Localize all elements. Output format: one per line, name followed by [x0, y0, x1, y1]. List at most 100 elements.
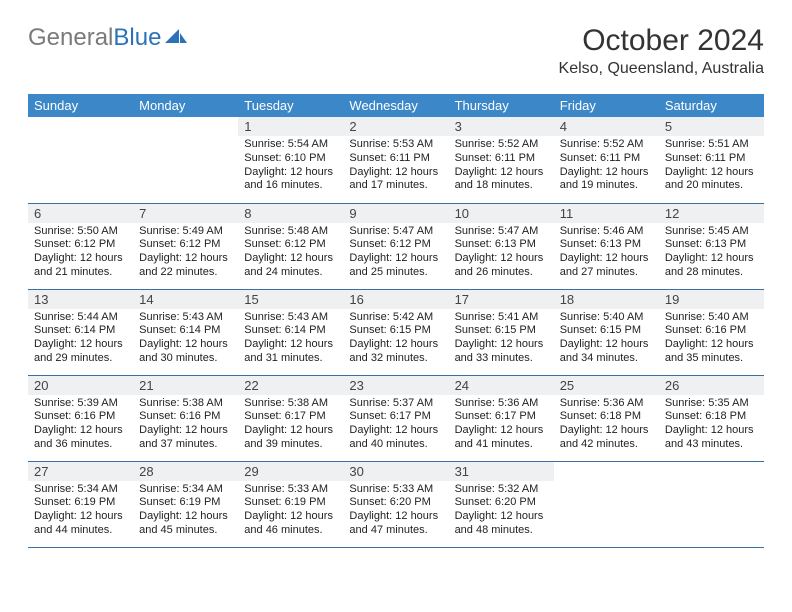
calendar-body: 1Sunrise: 5:54 AMSunset: 6:10 PMDaylight… [28, 117, 764, 547]
day-body: Sunrise: 5:52 AMSunset: 6:11 PMDaylight:… [449, 136, 554, 197]
calendar-head: SundayMondayTuesdayWednesdayThursdayFrid… [28, 94, 764, 117]
day-body: Sunrise: 5:47 AMSunset: 6:13 PMDaylight:… [449, 223, 554, 284]
day-number: 17 [449, 290, 554, 309]
day-body: Sunrise: 5:32 AMSunset: 6:20 PMDaylight:… [449, 481, 554, 542]
day-body: Sunrise: 5:51 AMSunset: 6:11 PMDaylight:… [659, 136, 764, 197]
calendar-table: SundayMondayTuesdayWednesdayThursdayFrid… [28, 94, 764, 548]
calendar-cell: 23Sunrise: 5:37 AMSunset: 6:17 PMDayligh… [343, 375, 448, 461]
day-number: 1 [238, 117, 343, 136]
calendar-cell [554, 461, 659, 547]
day-header: Thursday [449, 94, 554, 117]
calendar-cell: 31Sunrise: 5:32 AMSunset: 6:20 PMDayligh… [449, 461, 554, 547]
day-body: Sunrise: 5:36 AMSunset: 6:18 PMDaylight:… [554, 395, 659, 456]
day-number: 31 [449, 462, 554, 481]
day-body: Sunrise: 5:33 AMSunset: 6:20 PMDaylight:… [343, 481, 448, 542]
calendar-cell: 16Sunrise: 5:42 AMSunset: 6:15 PMDayligh… [343, 289, 448, 375]
calendar-cell: 14Sunrise: 5:43 AMSunset: 6:14 PMDayligh… [133, 289, 238, 375]
calendar-cell: 21Sunrise: 5:38 AMSunset: 6:16 PMDayligh… [133, 375, 238, 461]
day-header: Friday [554, 94, 659, 117]
title-block: October 2024 Kelso, Queensland, Australi… [559, 24, 764, 78]
calendar-cell: 18Sunrise: 5:40 AMSunset: 6:15 PMDayligh… [554, 289, 659, 375]
day-number: 18 [554, 290, 659, 309]
day-number: 19 [659, 290, 764, 309]
calendar-row: 13Sunrise: 5:44 AMSunset: 6:14 PMDayligh… [28, 289, 764, 375]
day-number: 4 [554, 117, 659, 136]
calendar-cell: 26Sunrise: 5:35 AMSunset: 6:18 PMDayligh… [659, 375, 764, 461]
day-number: 26 [659, 376, 764, 395]
day-header: Saturday [659, 94, 764, 117]
day-body: Sunrise: 5:34 AMSunset: 6:19 PMDaylight:… [133, 481, 238, 542]
calendar-cell [28, 117, 133, 203]
day-number: 2 [343, 117, 448, 136]
page-title: October 2024 [559, 24, 764, 58]
calendar-row: 27Sunrise: 5:34 AMSunset: 6:19 PMDayligh… [28, 461, 764, 547]
day-header: Sunday [28, 94, 133, 117]
day-number: 30 [343, 462, 448, 481]
calendar-cell: 19Sunrise: 5:40 AMSunset: 6:16 PMDayligh… [659, 289, 764, 375]
day-header: Tuesday [238, 94, 343, 117]
calendar-cell: 15Sunrise: 5:43 AMSunset: 6:14 PMDayligh… [238, 289, 343, 375]
calendar-cell: 6Sunrise: 5:50 AMSunset: 6:12 PMDaylight… [28, 203, 133, 289]
calendar-cell [133, 117, 238, 203]
day-body: Sunrise: 5:37 AMSunset: 6:17 PMDaylight:… [343, 395, 448, 456]
day-number: 11 [554, 204, 659, 223]
brand-part2: Blue [113, 24, 161, 52]
day-number: 3 [449, 117, 554, 136]
day-body: Sunrise: 5:53 AMSunset: 6:11 PMDaylight:… [343, 136, 448, 197]
day-number: 25 [554, 376, 659, 395]
calendar-cell [659, 461, 764, 547]
day-header: Monday [133, 94, 238, 117]
day-number: 23 [343, 376, 448, 395]
day-body: Sunrise: 5:40 AMSunset: 6:15 PMDaylight:… [554, 309, 659, 370]
calendar-cell: 10Sunrise: 5:47 AMSunset: 6:13 PMDayligh… [449, 203, 554, 289]
day-body: Sunrise: 5:52 AMSunset: 6:11 PMDaylight:… [554, 136, 659, 197]
calendar-cell: 4Sunrise: 5:52 AMSunset: 6:11 PMDaylight… [554, 117, 659, 203]
day-number: 15 [238, 290, 343, 309]
day-number: 12 [659, 204, 764, 223]
calendar-cell: 3Sunrise: 5:52 AMSunset: 6:11 PMDaylight… [449, 117, 554, 203]
day-body: Sunrise: 5:50 AMSunset: 6:12 PMDaylight:… [28, 223, 133, 284]
calendar-cell: 25Sunrise: 5:36 AMSunset: 6:18 PMDayligh… [554, 375, 659, 461]
page-header: GeneralBlue October 2024 Kelso, Queensla… [28, 24, 764, 78]
day-body: Sunrise: 5:44 AMSunset: 6:14 PMDaylight:… [28, 309, 133, 370]
day-body: Sunrise: 5:49 AMSunset: 6:12 PMDaylight:… [133, 223, 238, 284]
day-header: Wednesday [343, 94, 448, 117]
day-body: Sunrise: 5:36 AMSunset: 6:17 PMDaylight:… [449, 395, 554, 456]
calendar-cell: 17Sunrise: 5:41 AMSunset: 6:15 PMDayligh… [449, 289, 554, 375]
day-number: 20 [28, 376, 133, 395]
calendar-cell: 8Sunrise: 5:48 AMSunset: 6:12 PMDaylight… [238, 203, 343, 289]
day-body: Sunrise: 5:33 AMSunset: 6:19 PMDaylight:… [238, 481, 343, 542]
day-body: Sunrise: 5:42 AMSunset: 6:15 PMDaylight:… [343, 309, 448, 370]
calendar-row: 20Sunrise: 5:39 AMSunset: 6:16 PMDayligh… [28, 375, 764, 461]
day-body: Sunrise: 5:34 AMSunset: 6:19 PMDaylight:… [28, 481, 133, 542]
day-number: 28 [133, 462, 238, 481]
day-body: Sunrise: 5:35 AMSunset: 6:18 PMDaylight:… [659, 395, 764, 456]
calendar-cell: 7Sunrise: 5:49 AMSunset: 6:12 PMDaylight… [133, 203, 238, 289]
calendar-row: 1Sunrise: 5:54 AMSunset: 6:10 PMDaylight… [28, 117, 764, 203]
day-body: Sunrise: 5:54 AMSunset: 6:10 PMDaylight:… [238, 136, 343, 197]
day-number: 9 [343, 204, 448, 223]
brand-part1: General [28, 24, 113, 52]
day-number: 16 [343, 290, 448, 309]
day-body: Sunrise: 5:38 AMSunset: 6:16 PMDaylight:… [133, 395, 238, 456]
logo-sail-icon [165, 24, 187, 52]
day-number: 29 [238, 462, 343, 481]
calendar-row: 6Sunrise: 5:50 AMSunset: 6:12 PMDaylight… [28, 203, 764, 289]
day-body: Sunrise: 5:45 AMSunset: 6:13 PMDaylight:… [659, 223, 764, 284]
day-number: 13 [28, 290, 133, 309]
day-number: 5 [659, 117, 764, 136]
calendar-cell: 12Sunrise: 5:45 AMSunset: 6:13 PMDayligh… [659, 203, 764, 289]
calendar-cell: 9Sunrise: 5:47 AMSunset: 6:12 PMDaylight… [343, 203, 448, 289]
day-body: Sunrise: 5:41 AMSunset: 6:15 PMDaylight:… [449, 309, 554, 370]
day-body: Sunrise: 5:40 AMSunset: 6:16 PMDaylight:… [659, 309, 764, 370]
day-body: Sunrise: 5:46 AMSunset: 6:13 PMDaylight:… [554, 223, 659, 284]
calendar-cell: 2Sunrise: 5:53 AMSunset: 6:11 PMDaylight… [343, 117, 448, 203]
day-body: Sunrise: 5:47 AMSunset: 6:12 PMDaylight:… [343, 223, 448, 284]
day-number: 8 [238, 204, 343, 223]
day-number: 21 [133, 376, 238, 395]
calendar-cell: 28Sunrise: 5:34 AMSunset: 6:19 PMDayligh… [133, 461, 238, 547]
day-number: 7 [133, 204, 238, 223]
day-number: 6 [28, 204, 133, 223]
calendar-cell: 30Sunrise: 5:33 AMSunset: 6:20 PMDayligh… [343, 461, 448, 547]
day-body: Sunrise: 5:43 AMSunset: 6:14 PMDaylight:… [133, 309, 238, 370]
